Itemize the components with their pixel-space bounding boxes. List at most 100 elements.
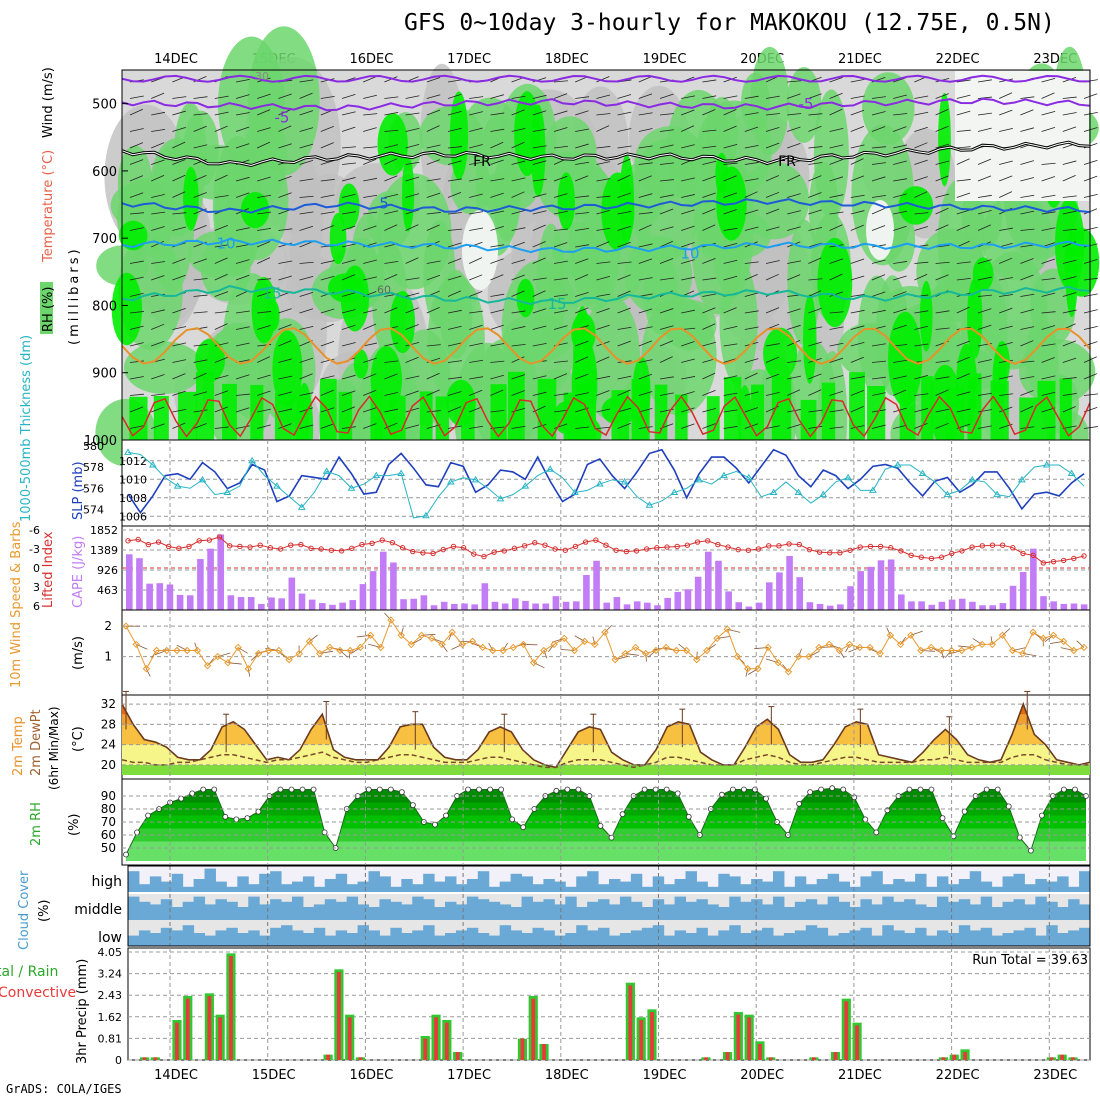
upper-barb: [299, 241, 313, 248]
li-point: [694, 539, 701, 545]
upper-barb: [575, 195, 590, 198]
cloud-middle-bar: [499, 904, 512, 920]
upper-barb: [384, 408, 399, 413]
rh-surface-cell: [537, 378, 557, 449]
upper-barb: [808, 192, 822, 198]
wind10-point: [285, 655, 293, 664]
upper-barb: [129, 376, 144, 380]
upper-barb: [426, 109, 441, 116]
li-point: [928, 555, 935, 562]
upper-barb: [129, 108, 143, 116]
upper-barb: [1041, 292, 1056, 297]
rh-tick-50: 50: [101, 841, 116, 855]
upper-barb: [299, 392, 314, 396]
slp-tick-1006: 1006: [119, 510, 147, 523]
upper-barb: [829, 258, 843, 264]
upper-barb: [341, 259, 356, 264]
precip-conv-bar: [650, 1012, 654, 1060]
upper-barb: [914, 159, 928, 165]
upper-barb: [617, 407, 632, 413]
rh2m-label: 2m RH: [29, 802, 44, 846]
rh-point: [310, 786, 317, 793]
upper-barb: [638, 162, 653, 165]
upper-barb: [1083, 277, 1098, 281]
upper-barb: [1020, 309, 1035, 314]
upper-barb: [405, 127, 420, 132]
upper-barb: [532, 257, 546, 264]
cloud-low-bar: [816, 927, 829, 946]
rh-point: [950, 833, 957, 840]
cape-bar: [339, 602, 346, 610]
upper-barb: [405, 390, 419, 396]
cape-tick-463: 463: [97, 584, 118, 597]
cloud-middle-bar: [816, 904, 829, 920]
bottom-date-15DEC: 15DEC: [252, 1068, 296, 1080]
upper-barb: [257, 356, 271, 363]
upper-barb: [511, 326, 526, 330]
upper-barb: [490, 244, 505, 248]
cape-bar: [989, 605, 997, 610]
li-point: [816, 549, 823, 555]
rh-bright-cell: [240, 192, 270, 229]
upper-barb: [363, 177, 378, 182]
wind10-point: [1049, 631, 1058, 639]
upper-barb: [617, 174, 631, 182]
cloud-high-bar: [958, 879, 971, 892]
cape-bar: [1080, 604, 1088, 610]
upper-barb: [384, 144, 399, 149]
upper-barb: [659, 179, 674, 182]
upper-barb: [129, 128, 144, 132]
upper-barb: [214, 291, 229, 297]
cloud-low-bar: [455, 930, 468, 946]
thickness-point: [248, 456, 257, 464]
upper-barb: [1083, 193, 1098, 198]
upper-barb: [278, 260, 293, 264]
upper-barb: [596, 324, 610, 330]
upper-barb: [384, 129, 399, 132]
cloud-high-bar: [685, 871, 697, 892]
top-date-14DEC: 14DEC: [154, 52, 198, 67]
upper-barb: [871, 360, 886, 363]
cloud-middle-bar: [1057, 907, 1069, 920]
precip-axis-label: 3hr Precip (mm): [75, 959, 90, 1064]
upper-barb: [511, 425, 526, 429]
rh-point: [189, 790, 196, 797]
upper-barb: [511, 109, 525, 116]
cloud-high-bar: [827, 873, 840, 892]
li-point: [318, 546, 324, 552]
cloud-middle-bar: [248, 896, 260, 920]
wind10-point: [346, 646, 354, 655]
cloud-middle-bar: [445, 901, 457, 920]
upper-barb: [681, 225, 695, 231]
upper-barb: [1062, 210, 1077, 215]
li-point: [562, 547, 569, 553]
upper-barb: [850, 325, 865, 330]
upper-barb: [341, 406, 356, 413]
upper-barb: [299, 127, 314, 132]
upper-barb: [214, 125, 228, 132]
upper-barb: [469, 274, 483, 281]
thickness-point: [993, 490, 1001, 498]
wind10-point: [998, 631, 1007, 639]
li-point: [999, 542, 1006, 548]
cloud-low-bar: [412, 930, 424, 946]
upper-barb: [363, 158, 377, 165]
cloud-level-high: high: [91, 874, 122, 890]
upper-barb: [511, 227, 526, 231]
cape-bar: [552, 596, 560, 610]
rh-bright-cell: [994, 341, 1010, 387]
upper-barb: [363, 225, 377, 231]
precip-conv-bar: [520, 1038, 525, 1060]
rh-bright-cell: [516, 278, 535, 318]
upper-barb: [575, 110, 589, 116]
cloud-high-bar: [335, 873, 348, 892]
upper-barb: [829, 311, 844, 314]
wind10-point: [805, 652, 813, 661]
cloud-high-bar: [499, 881, 512, 892]
cape-bar: [847, 586, 854, 610]
cloud-middle-bar: [401, 904, 413, 920]
precip-conv-bar: [758, 1044, 762, 1060]
cape-bar: [146, 583, 153, 610]
precip-conv-bar: [952, 1054, 957, 1060]
